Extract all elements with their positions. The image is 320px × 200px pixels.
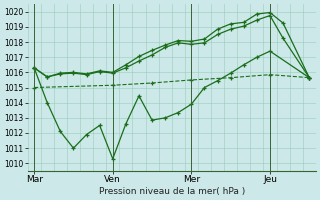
X-axis label: Pression niveau de la mer( hPa ): Pression niveau de la mer( hPa ) <box>99 187 245 196</box>
